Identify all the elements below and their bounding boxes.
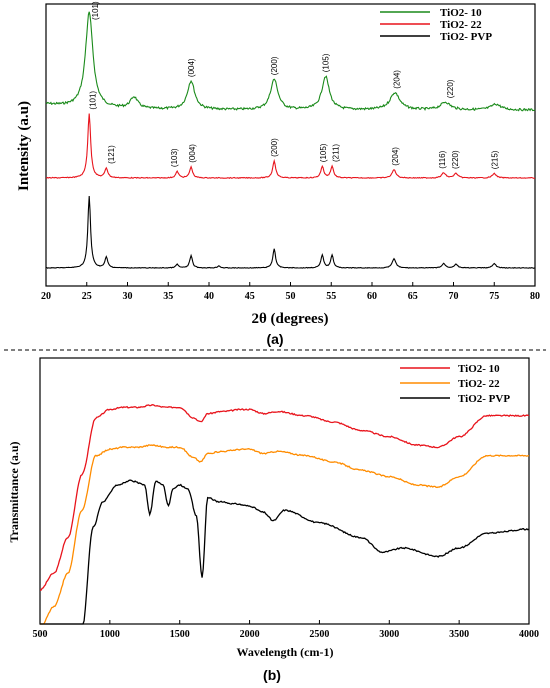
peak-label: (204) — [392, 70, 401, 89]
legend-label-a-3: TiO2- PVP — [440, 31, 492, 43]
peak-label: (200) — [270, 56, 279, 75]
panel-b-frame — [39, 357, 530, 625]
panel-a-x-axis-label: 2θ (degrees) — [251, 311, 328, 327]
ftir-series-3 — [40, 479, 530, 625]
ftir-series-1 — [39, 404, 530, 591]
panel-a-x-tick-label: 55 — [326, 291, 336, 302]
panel-a-x-tick-label: 80 — [530, 291, 540, 302]
panel-a-x-tick-label: 75 — [489, 291, 499, 302]
panel-a-x-tick-label: 40 — [204, 291, 214, 302]
panel-b-traces — [39, 404, 530, 625]
panel-b: 500 1000 1500 2000 2500 3000 3500 4000 TiO2- 10… — [7, 357, 539, 683]
peak-label: (116) — [438, 150, 447, 168]
panel-b-x-tick-label: 500 — [33, 629, 48, 640]
panel-a-x-tick-label: 65 — [408, 291, 418, 302]
panel-b-x-tick-label: 1500 — [170, 629, 190, 640]
peak-label: (101) — [91, 1, 100, 20]
peak-label: (105) — [322, 53, 331, 72]
panel-b-x-tick-label: 2000 — [240, 629, 260, 640]
panel-a-x-ticks: 20 25 30 35 40 45 50 55 60 65 70 75 80 — [41, 282, 540, 302]
panel-a: 20 25 30 35 40 45 50 55 60 65 70 75 80 (101) (004) (20… — [16, 1, 540, 347]
peak-label: (220) — [451, 150, 460, 169]
panel-b-x-tick-label: 3000 — [379, 629, 399, 640]
panel-a-x-tick-label: 20 — [41, 291, 51, 302]
xrd-series-3 — [46, 195, 535, 269]
legend-label-b-1: TiO2- 10 — [458, 363, 500, 375]
panel-b-legend: TiO2- 10 TiO2- 22 TiO2- PVP — [400, 363, 510, 405]
panel-a-frame — [45, 3, 536, 287]
peak-label: (004) — [188, 144, 197, 163]
panel-a-x-tick-label: 50 — [286, 291, 296, 302]
peak-label: (204) — [391, 147, 400, 166]
peak-label: (101) — [89, 91, 98, 110]
peak-label: (105) — [319, 143, 328, 162]
panel-b-y-axis-label: Transmittance (a.u) — [7, 441, 21, 542]
legend-label-a-1: TiO2- 10 — [440, 7, 482, 19]
peak-label: (215) — [490, 150, 499, 169]
peak-label: (200) — [270, 138, 279, 157]
panel-a-x-tick-label: 25 — [82, 291, 92, 302]
legend-label-b-3: TiO2- PVP — [458, 393, 510, 405]
panel-a-label: (a) — [266, 331, 283, 347]
panel-b-x-ticks: 500 1000 1500 2000 2500 3000 3500 4000 — [33, 620, 539, 640]
panel-a-y-axis-label: Intensity (a.u) — [16, 101, 32, 191]
panel-b-x-tick-label: 4000 — [519, 629, 539, 640]
panel-b-label: (b) — [263, 667, 281, 683]
panel-b-x-tick-label: 2500 — [309, 629, 329, 640]
peak-label: (004) — [187, 58, 196, 77]
panel-a-traces — [45, 11, 536, 269]
panel-a-legend: TiO2- 10 TiO2- 22 TiO2- PVP — [380, 7, 492, 43]
panel-b-x-tick-label: 3500 — [449, 629, 469, 640]
panel-a-x-tick-label: 30 — [123, 291, 133, 302]
xrd-series-2 — [45, 113, 536, 179]
peak-label: (220) — [446, 79, 455, 98]
panel-a-x-tick-label: 60 — [367, 291, 377, 302]
panel-a-annotations: (101) (004) (200) (105) (204) (220) (101) (121)… — [89, 1, 500, 169]
legend-label-b-2: TiO2- 22 — [458, 378, 500, 390]
peak-label: (103) — [170, 148, 179, 167]
panel-b-x-axis-label: Wavelength (cm-1) — [237, 645, 334, 659]
panel-a-x-tick-label: 70 — [449, 291, 459, 302]
legend-label-a-2: TiO2- 22 — [440, 19, 482, 31]
panel-a-x-tick-label: 35 — [163, 291, 173, 302]
panel-b-x-tick-label: 1000 — [100, 629, 120, 640]
xrd-series-1 — [45, 11, 536, 112]
panel-a-x-tick-label: 45 — [245, 291, 255, 302]
peak-label: (211) — [331, 144, 340, 162]
peak-label: (121) — [107, 145, 116, 164]
ftir-series-2 — [40, 444, 530, 625]
